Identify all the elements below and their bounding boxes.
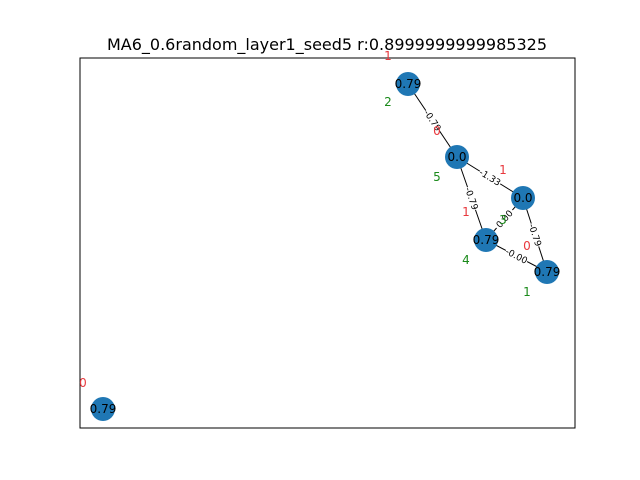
node-circle <box>511 186 535 210</box>
node-circle <box>535 260 559 284</box>
node-green-label: 4 <box>462 253 470 267</box>
node-green-label: 2 <box>384 95 392 109</box>
edge-label-bg <box>477 166 503 189</box>
labels-layer: 0 0 1 1 2 1 4 0 5 1 3 <box>79 49 531 390</box>
node-circle <box>91 397 115 421</box>
node-green-label: 3 <box>499 213 507 227</box>
node-green-label: 1 <box>523 285 531 299</box>
node-red-label: 1 <box>499 163 507 177</box>
node-value-label: 0.79 <box>90 402 117 416</box>
edge-label-bg <box>462 185 481 212</box>
edge-label-bg <box>492 206 517 232</box>
node-value-label: 0.0 <box>447 150 466 164</box>
node-circle <box>445 145 469 169</box>
plot-frame <box>79 57 576 429</box>
node-red-label: 1 <box>384 49 392 63</box>
node-value-label: 0.79 <box>534 265 561 279</box>
node-circle <box>474 228 498 252</box>
node-value-label: 0.79 <box>473 233 500 247</box>
node-red-label: 0 <box>433 124 441 138</box>
node-green-label: 5 <box>433 170 441 184</box>
edge-label-bg <box>503 245 530 267</box>
nodes-layer: 0.79 0.79 0.79 0.0 0.0 0.79 <box>90 72 561 421</box>
node-value-label: 0.79 <box>395 77 422 91</box>
node-circle <box>396 72 420 96</box>
node-red-label: 0 <box>79 376 87 390</box>
edge-label-bg <box>526 222 544 248</box>
edge-label-bg <box>421 107 444 134</box>
node-red-label: 0 <box>523 239 531 253</box>
figure-title: MA6_0.6random_layer1_seed5 r:0.899999999… <box>107 35 547 55</box>
node-red-label: 1 <box>462 205 470 219</box>
node-value-label: 0.0 <box>513 191 532 205</box>
